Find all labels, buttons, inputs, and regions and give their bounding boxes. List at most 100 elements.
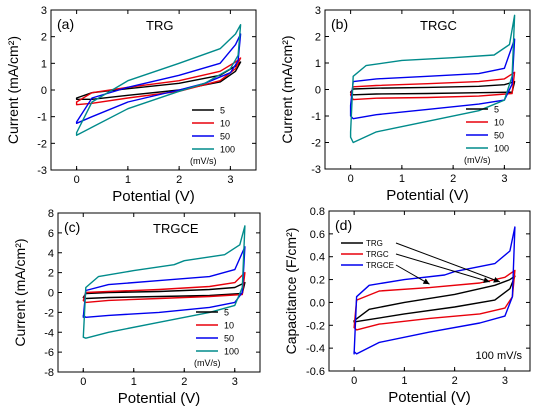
x-axis-label: Potential (V)	[386, 187, 469, 204]
x-tick-label: 0	[351, 375, 357, 387]
panel-label: (a)	[57, 16, 74, 32]
legend-label: TRG	[366, 239, 383, 248]
legend-arrow	[395, 264, 430, 285]
y-tick-label: -1	[37, 112, 47, 124]
series-TRGCE-line	[353, 226, 516, 355]
panel-label: (c)	[64, 219, 80, 235]
series-TRGC-line	[353, 269, 516, 331]
y-tick-label: -3	[37, 165, 47, 177]
rate-annotation: 100 mV/s	[476, 350, 523, 362]
legend-arrow	[395, 253, 490, 283]
legend-arrowhead	[493, 276, 500, 283]
x-tick-label: 3	[232, 376, 238, 388]
y-tick-label: 0.0	[310, 297, 325, 309]
legend-label: 50	[224, 334, 234, 344]
x-tick-label: 0	[348, 173, 354, 185]
series-50-line	[75, 33, 242, 124]
series-100-line	[349, 14, 516, 144]
y-axis-label: Current (mA/cm²)	[5, 36, 21, 144]
legend-arrowhead	[422, 278, 430, 285]
series-TRG-line	[353, 275, 516, 323]
x-tick-label: 2	[452, 375, 458, 387]
legend-label: 50	[220, 132, 230, 142]
y-tick-label: -6	[44, 347, 54, 359]
x-tick-label: 1	[401, 375, 407, 387]
legend-label: 10	[220, 119, 230, 129]
y-tick-label: 2	[48, 268, 54, 280]
legend-label: 100	[224, 347, 239, 357]
legend-unit-note: (mV/s)	[464, 155, 491, 165]
y-tick-label: 0	[41, 85, 47, 97]
y-tick-label: -4	[44, 327, 54, 339]
legend-label: 10	[494, 118, 504, 128]
y-tick-label: 3	[41, 5, 47, 17]
y-tick-label: 2	[41, 32, 47, 44]
x-tick-label: 3	[227, 174, 233, 186]
y-tick-label: -0.6	[306, 366, 325, 378]
panel-b: 0 1 2 3 -3 -2 -1 0 1 2 3 Potential (V) Current (mA/c…	[279, 5, 531, 204]
panel-label: (b)	[331, 16, 348, 32]
y-tick-label: 3	[315, 5, 321, 17]
y-tick-label: 8	[48, 208, 54, 220]
y-tick-label: 0	[315, 85, 321, 97]
series-5-line	[349, 80, 516, 96]
panel-label: (d)	[335, 217, 352, 233]
legend-label: 5	[224, 308, 229, 318]
legend-label: 50	[494, 131, 504, 141]
x-tick-label: 1	[125, 174, 131, 186]
y-tick-label: 6	[48, 228, 54, 240]
y-axis-label: Current (mA/cm²)	[279, 35, 295, 143]
series-5-line	[82, 281, 246, 300]
y-tick-label: 0.2	[310, 275, 325, 287]
x-tick-label: 0	[80, 376, 86, 388]
x-tick-label: 3	[502, 375, 508, 387]
x-tick-label: 0	[74, 174, 80, 186]
x-tick-label: 2	[450, 173, 456, 185]
x-tick-label: 2	[176, 174, 182, 186]
y-tick-label: -3	[311, 164, 321, 176]
x-tick-label: 1	[131, 376, 137, 388]
plot-frame	[328, 210, 531, 372]
x-tick-label: 3	[501, 173, 507, 185]
series-50-line	[349, 38, 516, 120]
series-50-line	[82, 246, 246, 318]
legend-label: 10	[224, 321, 234, 331]
y-tick-label: 0.6	[310, 229, 325, 241]
series-10-line	[349, 71, 516, 101]
x-tick-label: 2	[181, 376, 187, 388]
y-tick-label: -2	[37, 138, 47, 150]
panel-title: TRG	[146, 18, 173, 33]
y-tick-label: -2	[44, 307, 54, 319]
x-tick-label: 1	[399, 173, 405, 185]
y-tick-label: 1	[41, 58, 47, 70]
y-axis-label: Capacitance (F/cm²)	[283, 228, 299, 355]
legend-unit-note: (mV/s)	[190, 156, 217, 166]
panel-c: 0 1 2 3 -8 -6 -4 -2 0 2 4 6 8 Potential (V) Current (m…	[12, 208, 261, 407]
legend-label: 100	[220, 145, 235, 155]
legend-unit-note: (mV/s)	[194, 358, 221, 368]
legend-arrow	[395, 242, 501, 283]
y-tick-label: -0.4	[306, 343, 325, 355]
y-tick-label: 0.4	[310, 252, 325, 264]
legend-label: 5	[494, 105, 499, 115]
legend-label: 5	[220, 106, 225, 116]
panel-a: 0 1 2 3 -3 -2 -1 0 1 2 3 Potential (V) Current (mA/c…	[5, 5, 257, 205]
y-tick-label: 2	[315, 32, 321, 44]
x-axis-label: Potential (V)	[388, 389, 471, 406]
series-100-line	[82, 225, 246, 339]
panel-title: TRGCE	[153, 221, 199, 236]
y-tick-label: -2	[311, 138, 321, 150]
legend-label: TRGCE	[366, 261, 394, 270]
y-tick-label: -1	[311, 111, 321, 123]
x-axis-label: Potential (V)	[112, 188, 195, 205]
y-tick-label: 4	[48, 248, 54, 260]
series-10-line	[75, 57, 242, 106]
y-tick-label: -0.2	[306, 320, 325, 332]
y-tick-label: 1	[315, 58, 321, 70]
legend-label: TRGC	[366, 250, 389, 259]
legend-arrowhead	[483, 277, 490, 284]
x-axis-label: Potential (V)	[118, 390, 201, 407]
y-tick-label: 0.8	[310, 206, 325, 218]
legend-label: 100	[494, 144, 509, 154]
